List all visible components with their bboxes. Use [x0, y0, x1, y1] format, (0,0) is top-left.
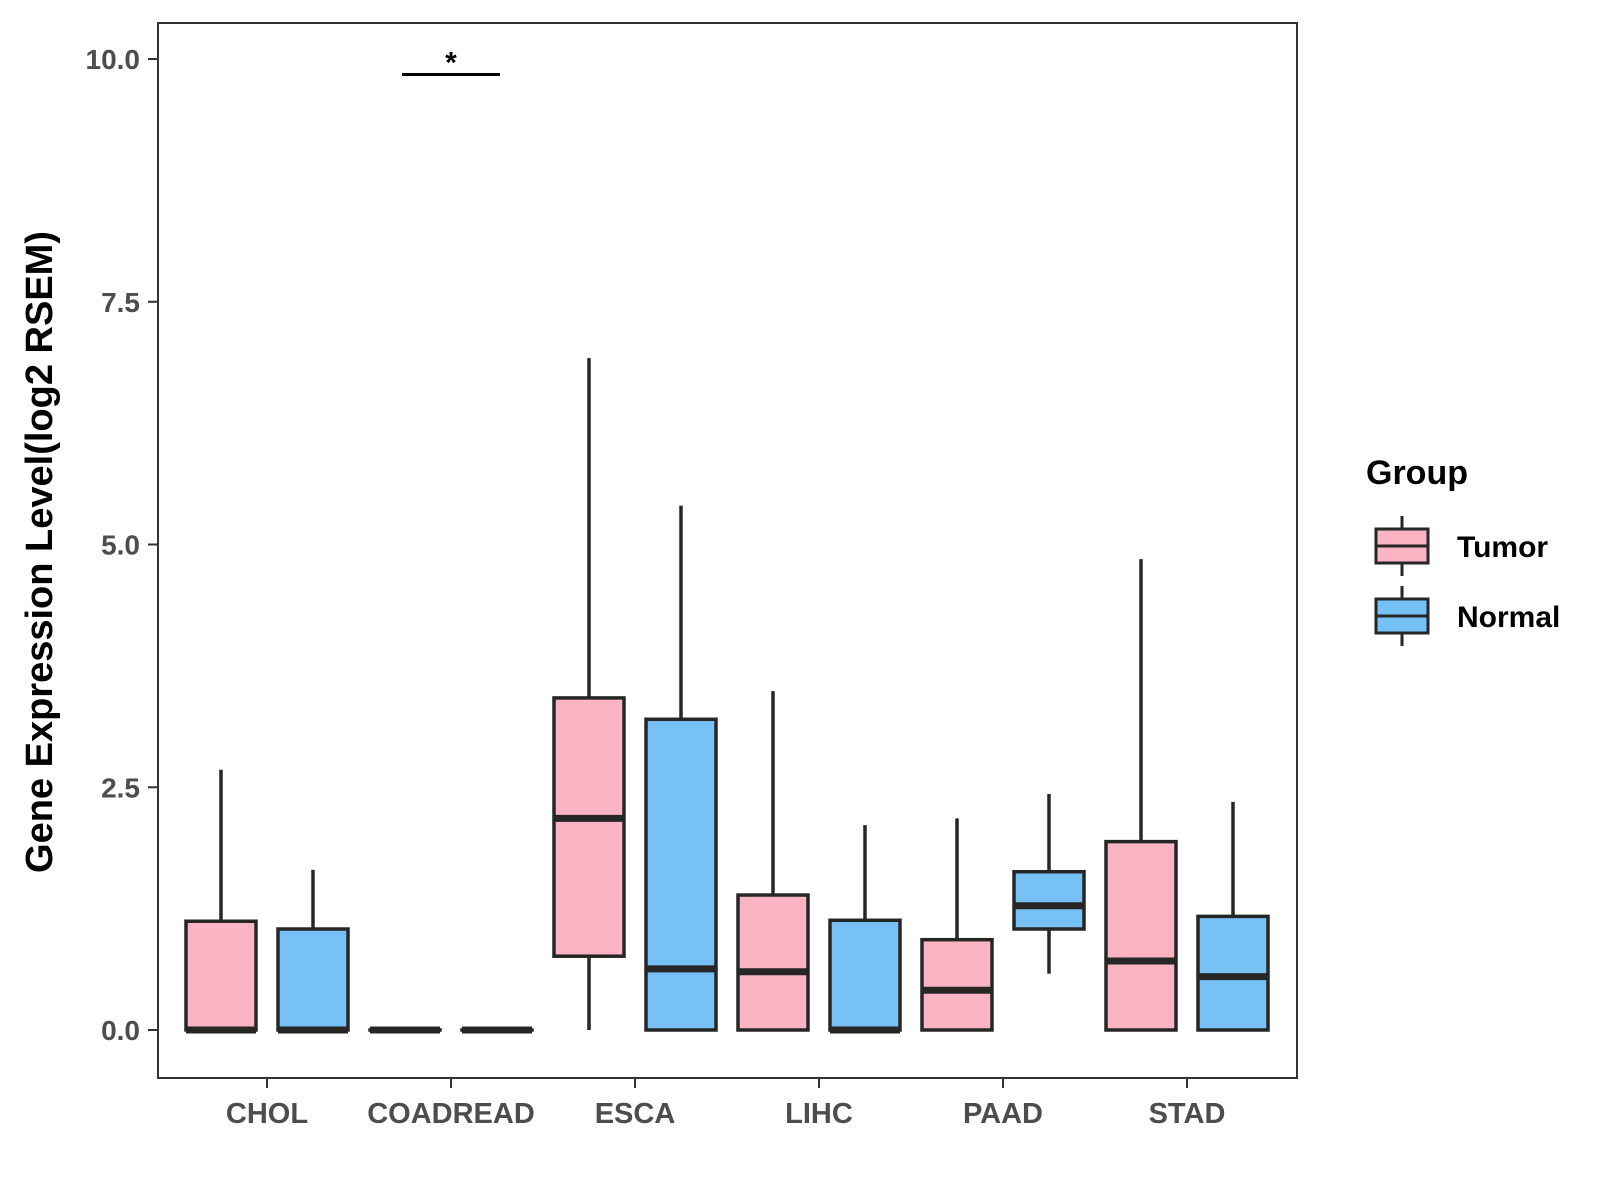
box-tumor-stad: [1104, 559, 1178, 1032]
legend-label-tumor: Tumor: [1457, 531, 1548, 564]
box-tumor-lihc: [736, 691, 810, 1032]
box-body: [552, 696, 626, 958]
x-tick-label: LIHC: [785, 1098, 853, 1130]
significance-star: *: [445, 47, 457, 80]
box-tumor-paad: [920, 818, 994, 1032]
y-axis-title: Gene Expression Level(log2 RSEM): [19, 231, 61, 873]
x-tick-label: PAAD: [963, 1098, 1043, 1130]
box-normal-esca: [644, 505, 718, 1032]
box-body: [276, 927, 350, 1032]
plot-area: 0.0 2.5 5.0 7.5 10.0 CHOL COADREAD ESCA LIHC PAAD…: [86, 22, 1298, 1130]
box-tumor-esca: [552, 358, 626, 1030]
box-normal-stad: [1196, 801, 1270, 1032]
box-body: [1104, 839, 1178, 1032]
box-body: [920, 937, 994, 1032]
y-tick-label: 5.0: [101, 530, 140, 561]
x-tick-label: STAD: [1149, 1098, 1226, 1130]
y-tick-label: 2.5: [101, 772, 140, 803]
box-tumor-chol: [184, 769, 258, 1034]
box-body: [184, 919, 258, 1032]
y-tick-label: 7.5: [101, 287, 140, 318]
legend-title: Group: [1366, 454, 1468, 492]
x-tick-label: ESCA: [595, 1098, 676, 1130]
box-body: [736, 893, 810, 1032]
box-body: [1012, 869, 1086, 931]
y-tick-label: 0.0: [101, 1015, 140, 1046]
x-tick-label: CHOL: [226, 1098, 308, 1130]
legend: Group Tumor Normal: [1366, 454, 1560, 646]
box-normal-chol: [276, 869, 350, 1034]
box-normal-lihc: [828, 825, 902, 1034]
box-body: [828, 918, 902, 1032]
box-normal-paad: [1012, 794, 1086, 974]
y-tick-label: 10.0: [86, 44, 141, 75]
panel-border: [157, 22, 1298, 1079]
box-body: [644, 717, 718, 1032]
x-tick-label: COADREAD: [367, 1098, 535, 1130]
legend-label-normal: Normal: [1457, 601, 1560, 634]
